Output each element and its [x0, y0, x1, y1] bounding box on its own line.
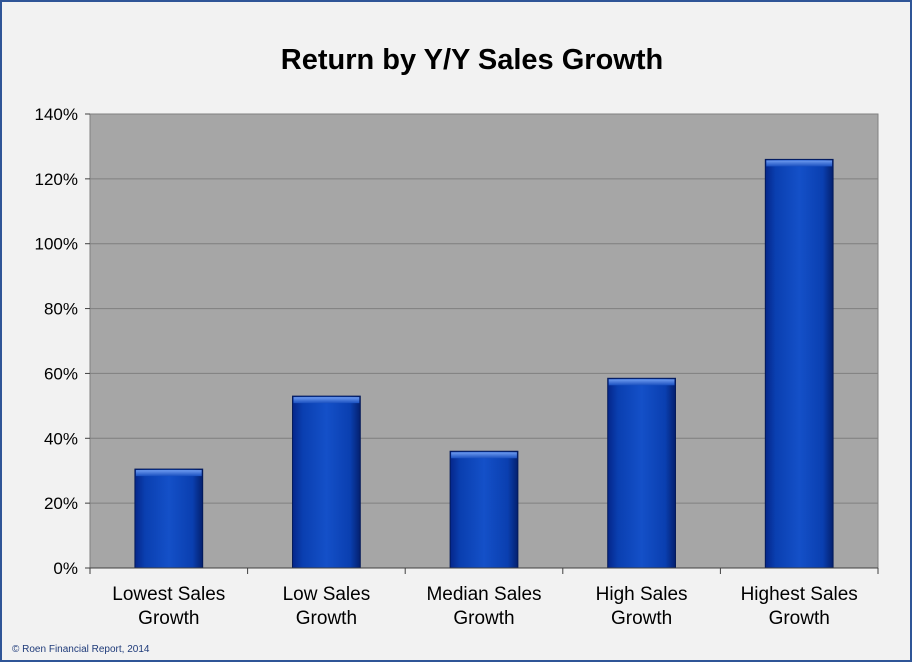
bar-body — [449, 450, 519, 569]
x-category-label: Low Sales Growth — [283, 584, 371, 629]
chart-title: Return by Y/Y Sales Growth — [281, 44, 663, 76]
bar-body — [292, 395, 361, 569]
bar — [292, 395, 361, 569]
y-tick-label: 20% — [44, 494, 78, 513]
bar-highlight — [451, 452, 517, 459]
y-tick-label: 0% — [53, 559, 78, 578]
y-tick-label: 60% — [44, 364, 78, 383]
bar-body — [607, 377, 676, 569]
bar — [134, 468, 204, 569]
bar-highlight — [135, 470, 202, 477]
y-tick-label: 40% — [44, 429, 78, 448]
x-category-label: Lowest Sales Growth — [112, 584, 225, 629]
bar-highlight — [608, 379, 675, 386]
bar — [764, 158, 834, 569]
y-tick-label: 120% — [35, 170, 78, 189]
y-tick-label: 80% — [44, 300, 78, 319]
bar-body — [134, 468, 204, 569]
gridlines — [90, 178, 878, 504]
x-category-label: Highest Sales Growth — [741, 584, 858, 629]
x-category-label: Median Sales Growth — [426, 584, 541, 629]
bar-highlight — [766, 160, 833, 167]
y-axis-ticks: 0% 20% 40% 60% 80% 100% 120% 140% — [35, 105, 90, 578]
x-axis-categories: Lowest Sales Growth Low Sales Growth Median … — [89, 567, 879, 629]
y-tick-label: 140% — [35, 105, 78, 124]
bar — [607, 377, 676, 569]
y-tick-label: 100% — [35, 235, 78, 254]
bar — [449, 450, 519, 569]
copyright-footer: © Roen Financial Report, 2014 — [12, 644, 150, 655]
x-category-label: High Sales Growth — [596, 584, 688, 629]
bar-body — [764, 158, 834, 569]
bar-highlight — [293, 397, 360, 404]
bars — [134, 158, 834, 569]
